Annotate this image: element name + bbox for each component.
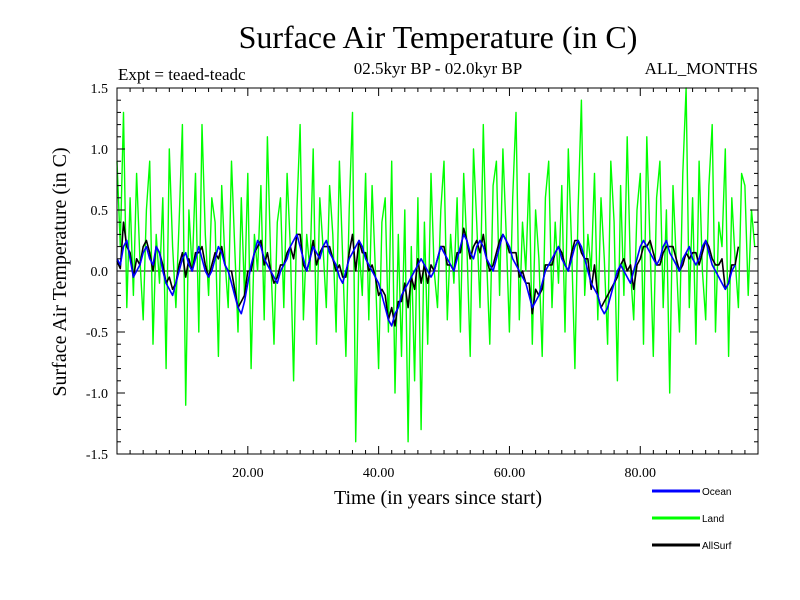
legend-label-land: Land — [702, 514, 724, 525]
y-tick-label: -0.5 — [86, 326, 108, 341]
chart-subtitle: 02.5kyr BP - 02.0kyr BP — [354, 59, 522, 78]
x-tick-label: 60.00 — [494, 466, 526, 481]
legend: Ocean Land AllSurf — [652, 487, 732, 552]
x-tick-label: 40.00 — [363, 466, 395, 481]
legend-label-allsurf: AllSurf — [702, 541, 732, 552]
series-line-ocean — [116, 233, 736, 327]
tick-label-layer: 20.00 40.00 60.00 80.00 -1.5 -1.0 -0.5 0.0 0.5 1.… — [86, 82, 656, 481]
y-tick-label: 1.5 — [91, 82, 109, 97]
series-line-land — [116, 87, 756, 443]
series-layer — [116, 87, 756, 443]
y-tick-label: 0.5 — [91, 204, 109, 219]
months-label: ALL_MONTHS — [645, 59, 758, 78]
experiment-label: Expt = teaed-teadc — [118, 65, 246, 84]
y-tick-label: 1.0 — [91, 143, 109, 158]
x-tick-label: 80.00 — [625, 466, 657, 481]
y-tick-label: -1.0 — [86, 387, 108, 402]
x-tick-label: 20.00 — [232, 466, 264, 481]
y-tick-label: -1.5 — [86, 448, 108, 463]
tick-layer — [117, 87, 758, 455]
chart-title: Surface Air Temperature (in C) — [239, 19, 638, 55]
legend-label-ocean: Ocean — [702, 487, 731, 498]
x-axis-label: Time (in years since start) — [334, 487, 542, 509]
y-axis-label: Surface Air Temperature (in C) — [49, 147, 71, 396]
y-tick-label: 0.0 — [91, 265, 109, 280]
